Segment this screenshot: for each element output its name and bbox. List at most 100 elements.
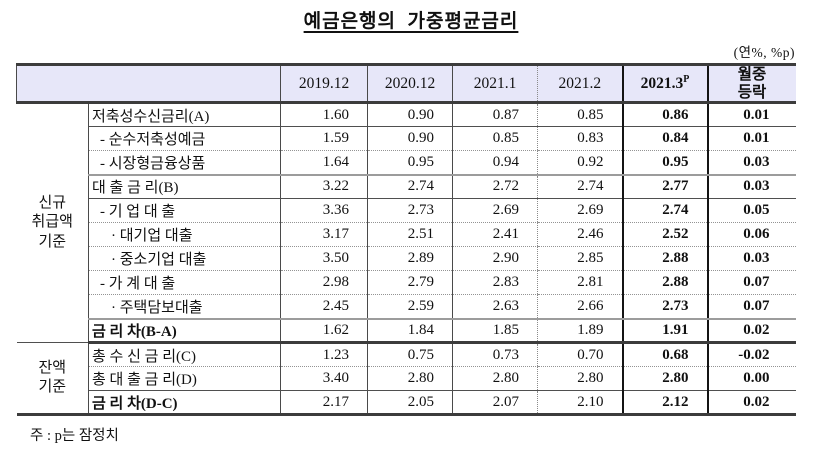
rate-value: 1.84 (367, 318, 453, 344)
rate-value: 3.40 (280, 366, 368, 391)
table-row: 금 리 차(D-C) 2.17 2.05 2.07 2.10 2.12 0.02 (17, 390, 796, 415)
rate-value: 0.86 (621, 102, 709, 127)
provisional-superscript: P (683, 73, 690, 85)
rate-value: 1.89 (537, 318, 623, 344)
header-2021-3p: 2021.3P (621, 64, 709, 104)
header-2021-1: 2021.1 (452, 64, 538, 104)
rate-value: 0.95 (367, 150, 453, 176)
rates-table: 2019.12 2020.12 2021.1 2021.2 2021.3P 월중… (16, 63, 796, 416)
rate-value: 2.46 (537, 222, 623, 247)
table-header: 2019.12 2020.12 2021.1 2021.2 2021.3P 월중… (16, 64, 796, 104)
rate-value: 1.91 (621, 318, 709, 344)
rate-value: 2.88 (621, 246, 709, 271)
table-row: 금 리 차(B-A) 1.62 1.84 1.85 1.89 1.91 0.02 (17, 318, 796, 344)
rate-value: 0.02 (743, 393, 770, 410)
rate-value: 0.90 (367, 126, 453, 151)
rate-value: 2.80 (367, 366, 453, 391)
table-row: - 기 업 대 출 3.36 2.73 2.69 2.69 2.74 0.05 (17, 198, 796, 223)
rate-value: 2.80 (621, 366, 709, 391)
rate-value: 0.85 (452, 126, 538, 151)
rate-value: 0.92 (537, 150, 623, 176)
rate-value: 0.07 (707, 294, 796, 320)
rate-value: 0.03 (707, 246, 796, 271)
rate-value: 2.05 (367, 390, 453, 415)
title-wrap: 예금은행의 가중평균금리 (0, 0, 822, 33)
rate-value: 2.80 (452, 366, 538, 391)
table-row: · 대기업 대출 3.17 2.51 2.41 2.46 2.52 0.06 (17, 222, 796, 247)
rate-value: 0.87 (452, 102, 538, 127)
rate-value: 2.74 (621, 198, 709, 223)
group-new-transactions: 신규 취급액 기준 (16, 102, 89, 343)
rate-value: 2.69 (537, 198, 623, 223)
rate-value: 0.90 (367, 102, 453, 127)
row-label: - 가 계 대 출 (88, 270, 281, 295)
rate-value: 1.62 (280, 318, 368, 344)
rate-value: 0.70 (537, 342, 623, 367)
rate-value: 0.05 (707, 198, 796, 223)
table-row: 총 대 출 금 리(D) 3.40 2.80 2.80 2.80 2.80 0.… (17, 366, 796, 391)
rate-value: 0.02 (707, 318, 796, 344)
rate-value: 0.00 (707, 366, 796, 391)
table-row: - 가 계 대 출 2.98 2.79 2.83 2.81 2.88 0.07 (17, 270, 796, 295)
rate-value: 1.59 (280, 126, 368, 151)
header-row: 2019.12 2020.12 2021.1 2021.2 2021.3P 월중… (16, 64, 796, 104)
rate-value: 2.98 (280, 270, 368, 295)
row-label: · 주택담보대출 (88, 294, 281, 320)
row-label: 대 출 금 리(B) (88, 174, 281, 199)
group-balance-basis: 잔액 기준 (16, 342, 89, 415)
rate-value: 2.12 (621, 390, 709, 415)
rate-value: 2.88 (621, 270, 709, 295)
header-blank-cell (16, 64, 281, 104)
table-row: 신규 취급액 기준 저축성수신금리(A) 1.60 0.90 0.87 0.85… (16, 102, 796, 343)
rate-value: 3.36 (280, 198, 368, 223)
rate-value: 2.51 (367, 222, 453, 247)
rate-value: 2.10 (537, 390, 623, 415)
rate-value: 2.63 (452, 294, 538, 320)
rate-value: 2.59 (367, 294, 453, 320)
rate-value: 2.81 (537, 270, 623, 295)
rate-value: 2.79 (367, 270, 453, 295)
rate-value: 0.07 (707, 270, 796, 295)
rate-value: 0.68 (621, 342, 709, 367)
table-row: - 순수저축성예금 1.59 0.90 0.85 0.83 0.84 0.01 (17, 126, 796, 151)
table-body: 신규 취급액 기준 저축성수신금리(A) 1.60 0.90 0.87 0.85… (16, 102, 796, 415)
footnote: 주 : p는 잠정치 (30, 428, 119, 444)
row-label: · 대기업 대출 (88, 222, 281, 247)
header-monthly-change: 월중 등락 (707, 64, 796, 104)
rate-value: 3.17 (280, 222, 368, 247)
header-2021-3p-label: 2021.3 (640, 75, 684, 93)
row-label: 금 리 차(D-C) (88, 390, 281, 415)
rate-value: 0.03 (707, 174, 796, 199)
rate-value: 2.77 (621, 174, 709, 199)
rate-value: 3.22 (280, 174, 368, 199)
rate-value: 0.03 (707, 150, 796, 176)
rate-value: 0.01 (707, 102, 796, 127)
rate-value: 2.90 (452, 246, 538, 271)
rate-value: 2.45 (280, 294, 368, 320)
rate-value: 1.64 (280, 150, 368, 176)
row-label: 총 수 신 금 리(C) (88, 342, 281, 367)
rate-value: 2.74 (367, 174, 453, 199)
rate-value: 3.50 (280, 246, 368, 271)
rate-value: 1.23 (280, 342, 368, 367)
rate-value: 2.83 (452, 270, 538, 295)
rate-value: 0.85 (537, 102, 623, 127)
header-2019-12: 2019.12 (280, 64, 368, 104)
rate-value: 2.41 (452, 222, 538, 247)
rate-value: 2.80 (537, 366, 623, 391)
table-row: 잔액 기준 총 수 신 금 리(C) 1.23 0.75 0.73 0.70 0… (16, 342, 796, 415)
table-row: 대 출 금 리(B) 3.22 2.74 2.72 2.74 2.77 0.03 (17, 174, 796, 199)
rate-value: 2.52 (621, 222, 709, 247)
rate-value: 0.01 (707, 126, 796, 151)
rate-value: 0.84 (621, 126, 709, 151)
row-label: · 중소기업 대출 (88, 246, 281, 271)
page-title: 예금은행의 가중평균금리 (303, 11, 519, 32)
rate-value: 2.89 (367, 246, 453, 271)
rate-value: 0.95 (621, 150, 709, 176)
row-label: - 기 업 대 출 (88, 198, 281, 223)
header-2021-2: 2021.2 (537, 64, 623, 104)
rate-value: 2.74 (537, 174, 623, 199)
table-row: · 중소기업 대출 3.50 2.89 2.90 2.85 2.88 0.03 (17, 246, 796, 271)
rate-value: 1.60 (280, 102, 368, 127)
